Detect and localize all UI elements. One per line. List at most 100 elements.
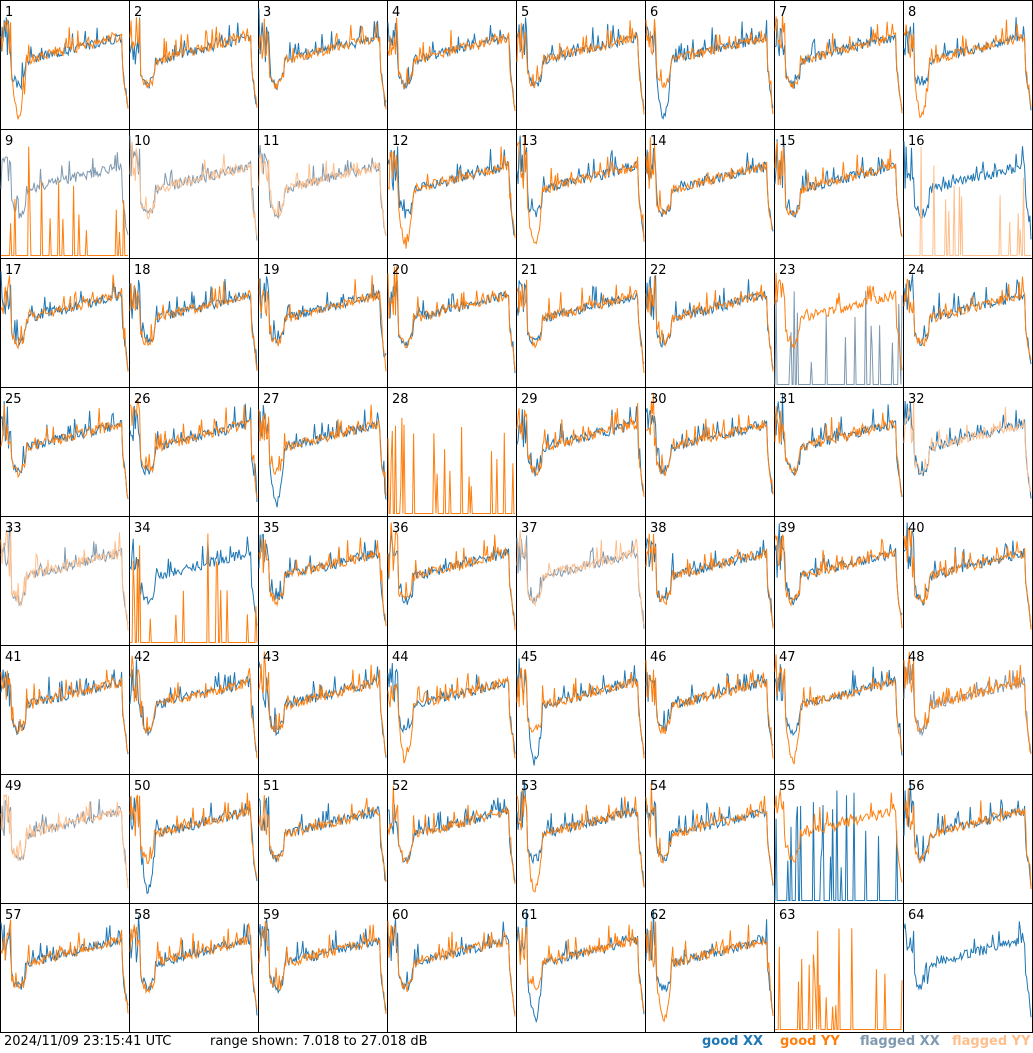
tile-13: 13 <box>516 129 646 259</box>
tile-label: 40 <box>908 521 925 536</box>
tile-label: 4 <box>392 5 400 20</box>
tile-frame <box>774 258 904 388</box>
tile-frame <box>258 903 388 1033</box>
tile-52: 52 <box>387 774 517 904</box>
series-yy-12 <box>387 146 516 249</box>
series-xx-23 <box>774 290 903 385</box>
tile-frame <box>0 0 130 130</box>
series-yy-25 <box>0 404 129 499</box>
series-yy-63 <box>775 928 903 1030</box>
timestamp-label: 2024/11/09 23:15:41 UTC <box>4 1034 172 1049</box>
tile-label: 18 <box>134 263 151 278</box>
tile-label: 41 <box>5 650 22 665</box>
tile-2: 2 <box>129 0 259 130</box>
series-yy-50 <box>129 792 258 879</box>
tile-frame <box>903 387 1033 517</box>
tile-22: 22 <box>645 258 775 388</box>
tile-37: 37 <box>516 516 646 646</box>
tile-label: 37 <box>521 521 538 536</box>
tile-63: 63 <box>774 903 904 1033</box>
tile-61: 61 <box>516 903 646 1033</box>
tile-label: 44 <box>392 650 409 665</box>
tile-label: 53 <box>521 779 538 794</box>
series-yy-28 <box>387 417 515 514</box>
series-yy-36 <box>387 522 516 630</box>
tile-40: 40 <box>903 516 1033 646</box>
series-yy-41 <box>0 669 129 754</box>
series-yy-40 <box>903 527 1032 630</box>
tile-43: 43 <box>258 645 388 775</box>
series-yy-2 <box>129 17 258 108</box>
tile-15: 15 <box>774 129 904 259</box>
tile-label: 17 <box>5 263 22 278</box>
tile-3: 3 <box>258 0 388 130</box>
tile-39: 39 <box>774 516 904 646</box>
tile-label: 22 <box>650 263 667 278</box>
series-xx-2 <box>129 17 258 106</box>
series-yy-57 <box>0 919 129 1014</box>
series-yy-33 <box>0 530 129 631</box>
series-yy-49 <box>0 793 129 889</box>
series-yy-10 <box>129 141 258 237</box>
series-xx-7 <box>774 18 903 110</box>
tile-frame <box>903 645 1033 775</box>
tile-label: 54 <box>650 779 667 794</box>
tile-label: 36 <box>392 521 409 536</box>
tile-5: 5 <box>516 0 646 130</box>
tile-label: 30 <box>650 392 667 407</box>
tile-48: 48 <box>903 645 1033 775</box>
tile-frame <box>645 774 775 904</box>
series-yy-17 <box>0 274 129 372</box>
series-yy-20 <box>387 266 516 372</box>
series-yy-8 <box>903 19 1032 119</box>
series-yy-29 <box>516 402 645 497</box>
tile-29: 29 <box>516 387 646 517</box>
tile-56: 56 <box>903 774 1033 904</box>
tile-label: 25 <box>5 392 22 407</box>
tile-frame <box>516 0 646 130</box>
tile-label: 49 <box>5 779 22 794</box>
series-xx-41 <box>0 669 129 755</box>
tile-frame <box>903 516 1033 646</box>
legend-good-xx: good XX <box>702 1034 764 1049</box>
tile-label: 27 <box>263 392 280 407</box>
tile-label: 7 <box>779 5 787 20</box>
series-xx-16 <box>903 141 1032 240</box>
series-yy-21 <box>516 279 645 373</box>
tile-frame <box>645 0 775 130</box>
tile-frame <box>774 0 904 130</box>
tile-frame <box>258 645 388 775</box>
tile-frame <box>0 129 130 259</box>
tile-50: 50 <box>129 774 259 904</box>
series-xx-37 <box>516 535 645 629</box>
series-yy-24 <box>903 276 1032 360</box>
tile-frame <box>258 129 388 259</box>
tile-label: 8 <box>908 5 916 20</box>
tile-frame <box>0 774 130 904</box>
series-yy-6 <box>645 18 774 114</box>
tile-frame <box>903 0 1033 130</box>
tile-45: 45 <box>516 645 646 775</box>
tile-label: 16 <box>908 134 925 149</box>
tile-frame <box>645 258 775 388</box>
tile-7: 7 <box>774 0 904 130</box>
series-yy-35 <box>258 537 387 627</box>
tile-frame <box>129 258 259 388</box>
series-yy-18 <box>129 281 258 371</box>
tile-frame <box>774 129 904 259</box>
tile-frame <box>387 258 517 388</box>
tile-label: 46 <box>650 650 667 665</box>
tile-11: 11 <box>258 129 388 259</box>
series-yy-31 <box>774 405 903 496</box>
tile-label: 59 <box>263 908 280 923</box>
tile-label: 50 <box>134 779 151 794</box>
series-yy-34 <box>130 533 258 643</box>
tile-30: 30 <box>645 387 775 517</box>
tile-4: 4 <box>387 0 517 130</box>
series-yy-19 <box>258 275 387 372</box>
tile-frame <box>258 258 388 388</box>
tile-24: 24 <box>903 258 1033 388</box>
tile-14: 14 <box>645 129 775 259</box>
series-yy-47 <box>774 654 903 765</box>
